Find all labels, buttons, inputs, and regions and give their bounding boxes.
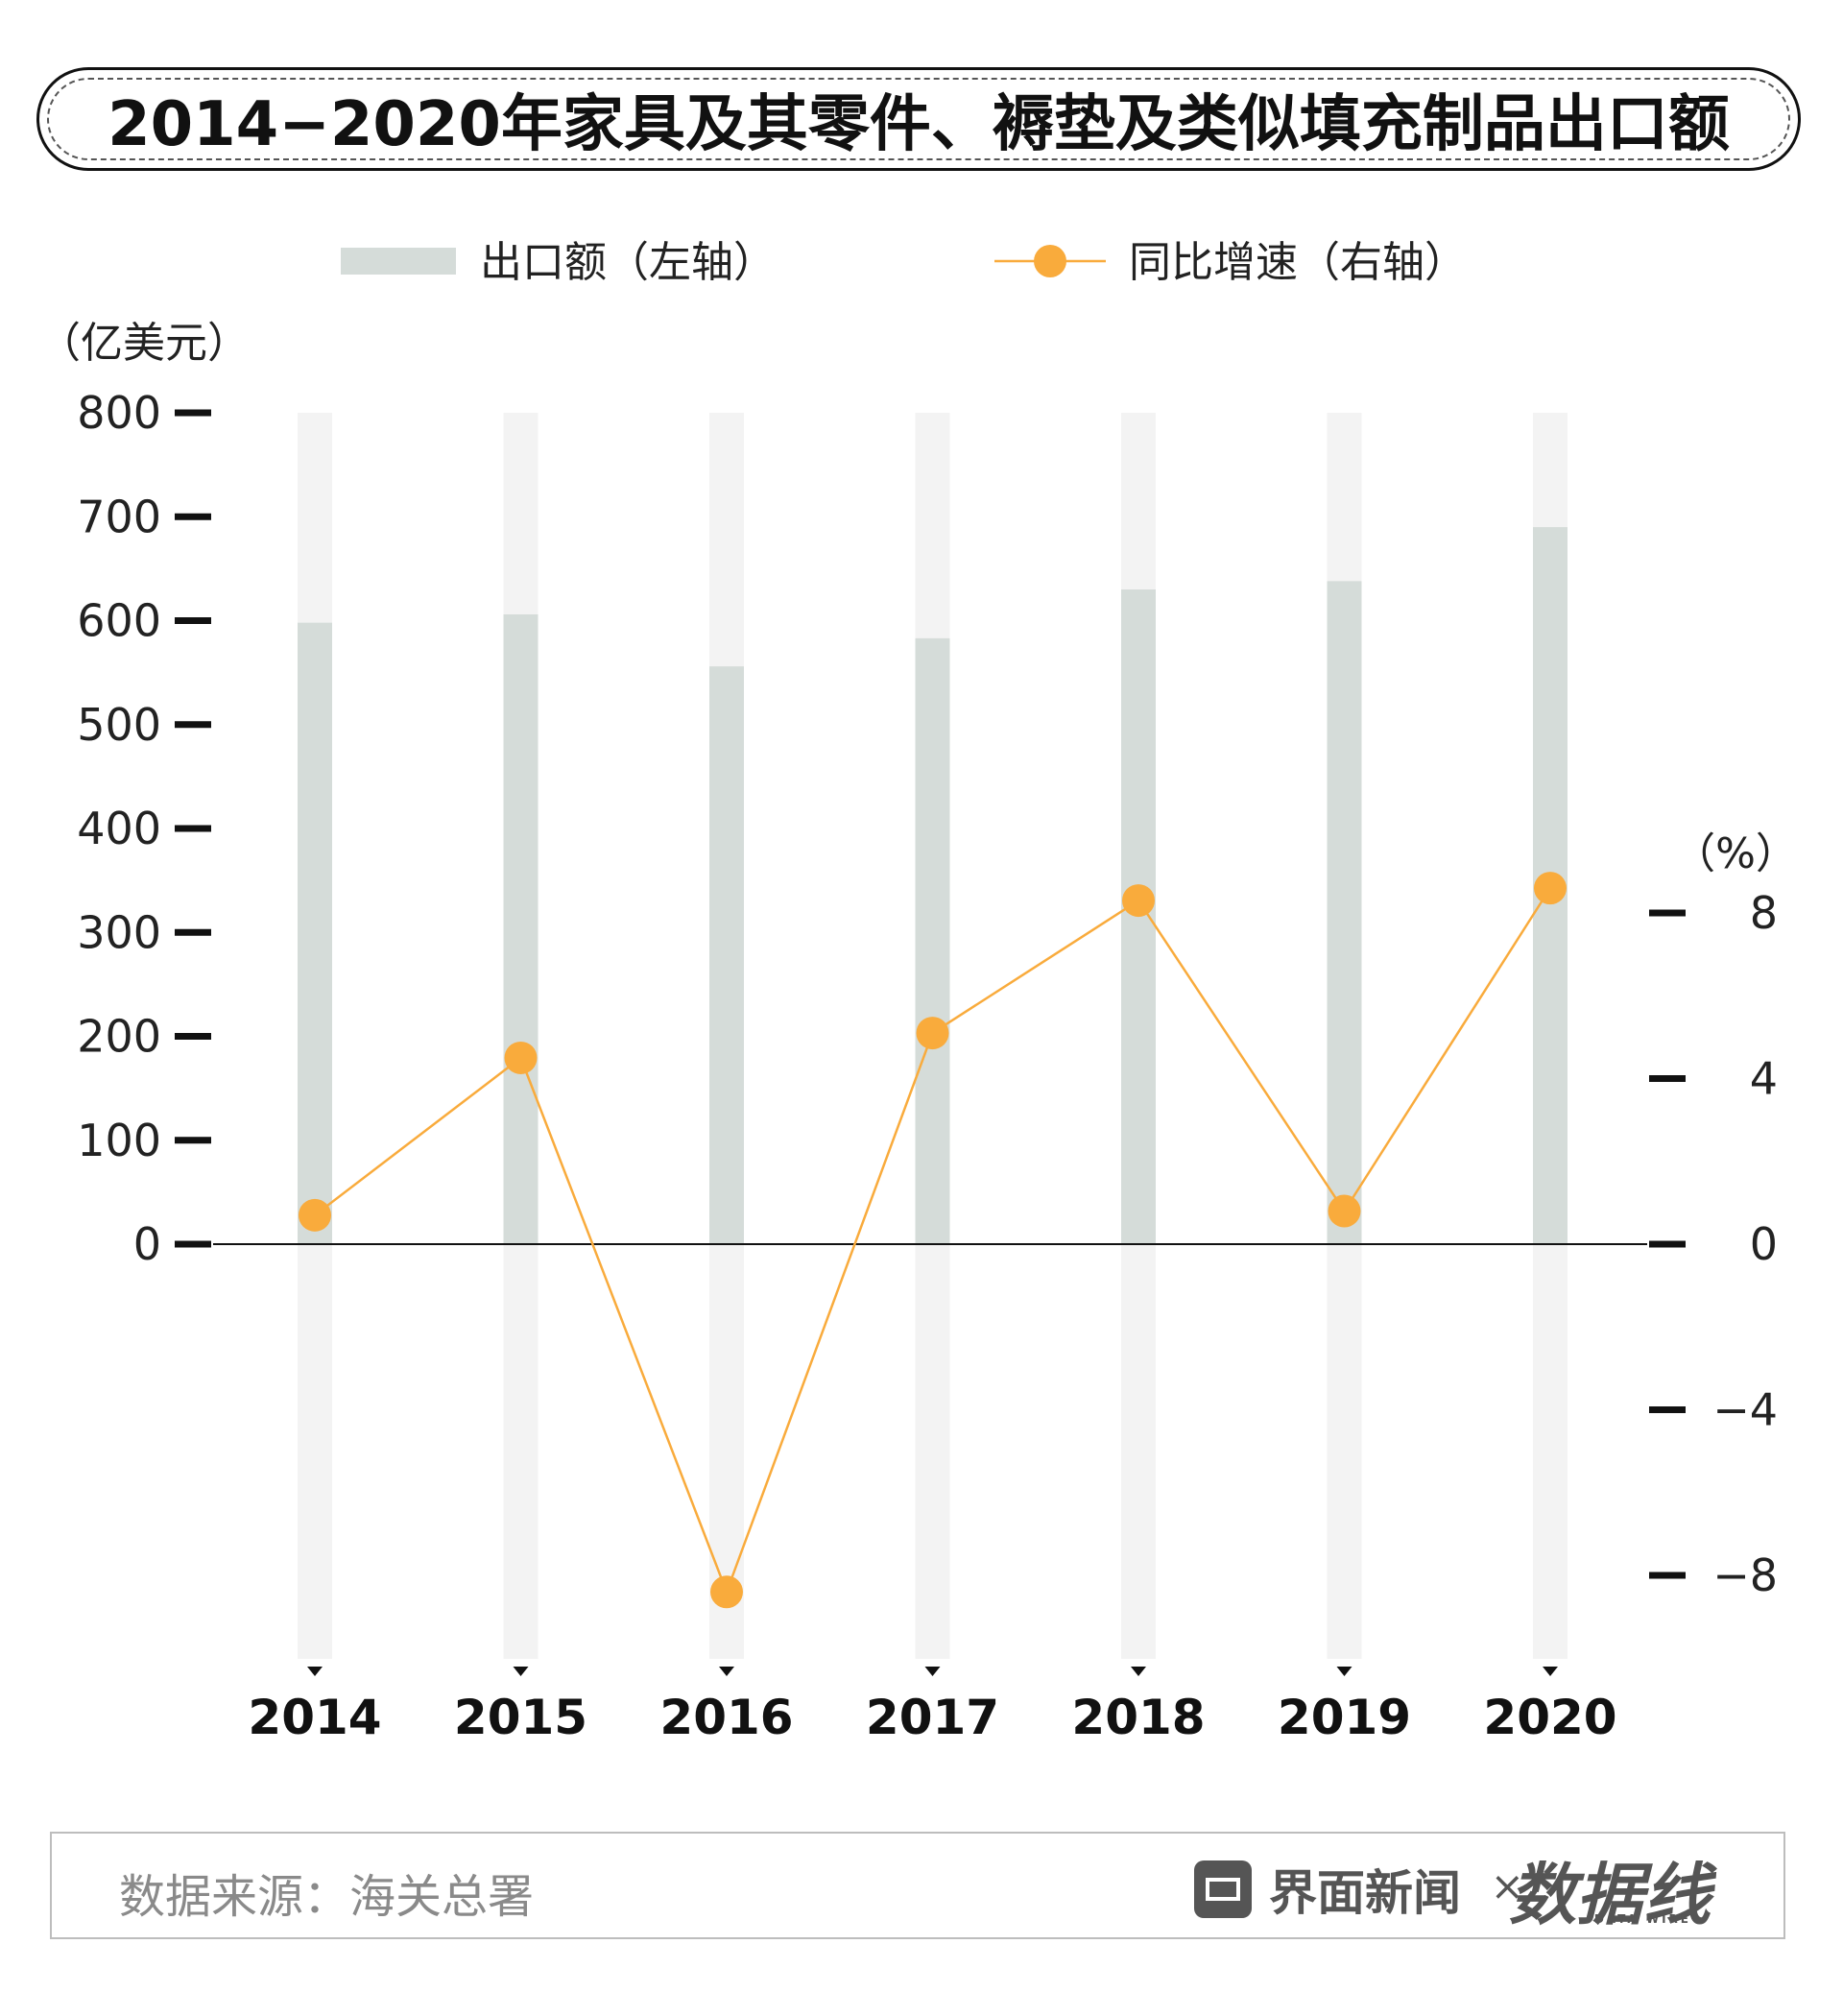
left-axis-tick-label: 600 [77,595,161,647]
growth-point [504,1041,538,1074]
chart-title: 2014−2020年家具及其零件、褥垫及类似填充制品出口额 [108,89,1730,160]
growth-point [916,1017,949,1050]
bar [709,666,744,1244]
x-axis-marker [1131,1667,1146,1676]
left-axis-tick [175,721,211,729]
bar [1327,581,1362,1244]
right-axis-tick [1649,1240,1686,1248]
left-axis-tick [175,1033,211,1040]
x-axis-tick-label: 2018 [1071,1690,1205,1745]
right-axis-tick-label: 8 [1750,887,1778,939]
right-axis-tick [1649,1572,1686,1579]
x-axis-marker [719,1667,734,1676]
x-axis-tick-label: 2019 [1278,1690,1411,1745]
right-axis-tick [1649,909,1686,917]
right-axis-tick-label: −4 [1712,1384,1778,1436]
times-sign: × [1490,1862,1524,1909]
data-source: 数据来源：海关总署 [119,1870,535,1924]
legend-bar-swatch [341,248,456,275]
left-axis-tick [175,409,211,417]
x-axis-marker [513,1667,529,1676]
bar [298,622,332,1244]
left-axis-tick [175,1240,211,1248]
footer: 数据来源：海关总署 界面新闻 × 数据线 DATA WIRE [50,1832,1785,1939]
x-axis-tick-label: 2017 [866,1690,999,1745]
right-axis-unit: （%） [1673,829,1798,878]
right-axis-tick-label: −8 [1712,1549,1778,1601]
right-axis-tick-label: 4 [1750,1053,1778,1105]
right-axis-tick-label: 0 [1750,1218,1778,1270]
x-axis-tick-label: 2016 [659,1690,793,1745]
datawire-logo: 数据线 [1509,1856,1711,1934]
left-axis-unit: （亿美元） [38,319,250,368]
growth-point [1328,1194,1361,1228]
growth-point [299,1198,331,1232]
title-dashed-border [47,78,1790,160]
brand: 界面新闻 [1194,1855,1461,1924]
bar [503,614,539,1244]
right-axis-tick [1649,1075,1686,1082]
bar [915,637,950,1244]
x-axis-tick-label: 2020 [1483,1690,1616,1745]
title-frame: 2014−2020年家具及其零件、褥垫及类似填充制品出口额 [36,67,1801,171]
left-axis-tick [175,617,211,624]
legend-line-marker [1034,245,1066,277]
growth-point [710,1575,743,1609]
growth-point [1122,884,1155,918]
datawire-logo-sub: DATA WIRE [1593,1912,1691,1926]
left-axis-tick-label: 0 [133,1218,161,1270]
left-axis-tick [175,513,211,520]
brand-logo-icon [1194,1860,1252,1918]
x-axis-tick-label: 2015 [454,1690,587,1745]
growth-point [1534,872,1567,905]
left-axis-tick-label: 300 [77,906,161,958]
legend-bar-label: 出口额（左轴） [480,238,776,287]
brand-name: 界面新闻 [1269,1865,1461,1921]
right-axis-tick [1649,1406,1686,1413]
x-axis-marker [307,1667,323,1676]
left-axis-tick-label: 800 [77,387,161,439]
left-axis-tick [175,825,211,832]
x-axis-marker [924,1667,941,1676]
x-axis-marker [1543,1667,1558,1676]
left-axis-tick-label: 500 [77,699,161,751]
left-axis-tick-label: 100 [77,1115,161,1166]
left-axis-tick [175,928,211,936]
x-axis-marker [1336,1667,1352,1676]
left-axis-tick [175,1137,211,1144]
left-axis-tick-label: 700 [77,491,161,542]
left-axis-tick-label: 400 [77,803,161,854]
left-axis-tick-label: 200 [77,1011,161,1063]
legend-line-label: 同比增速（右轴） [1129,238,1467,287]
x-axis-tick-label: 2014 [248,1690,381,1745]
